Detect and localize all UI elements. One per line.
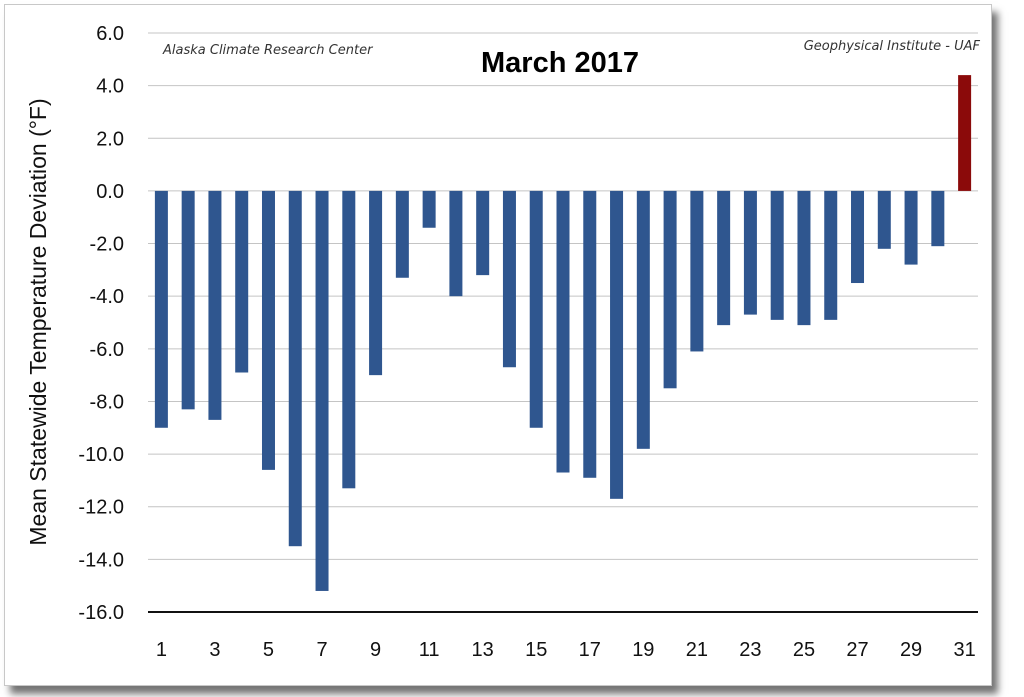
x-tick-label: 29 xyxy=(900,639,922,661)
bar-day-19 xyxy=(636,190,650,449)
bar-day-15 xyxy=(529,190,543,428)
bar-day-13 xyxy=(476,190,490,276)
x-tick-label: 13 xyxy=(472,639,494,661)
bar-day-4 xyxy=(235,190,249,373)
bar-day-14 xyxy=(502,190,516,368)
bar-day-17 xyxy=(583,190,597,478)
bar-day-30 xyxy=(931,190,945,247)
bar-day-26 xyxy=(824,190,838,320)
bar-day-2 xyxy=(181,190,195,410)
chart-title: March 2017 xyxy=(481,47,639,79)
bar-day-20 xyxy=(663,190,677,389)
y-axis-label: Mean Statewide Temperature Deviation (°F… xyxy=(25,98,51,545)
bar-day-16 xyxy=(556,190,570,473)
y-tick-label: -8.0 xyxy=(90,391,124,413)
bar-day-8 xyxy=(342,190,356,489)
x-tick-label: 5 xyxy=(263,639,274,661)
bar-day-24 xyxy=(770,190,784,320)
bar-day-12 xyxy=(449,190,463,297)
bar-day-22 xyxy=(717,190,731,326)
bar-day-21 xyxy=(690,190,704,352)
y-tick-label: -12.0 xyxy=(78,497,124,519)
x-tick-label: 7 xyxy=(316,639,327,661)
y-tick-label: 2.0 xyxy=(96,128,124,150)
bar-day-6 xyxy=(288,190,302,547)
x-tick-label: 27 xyxy=(846,639,868,661)
x-tick-label: 15 xyxy=(525,639,547,661)
x-tick-label: 17 xyxy=(579,639,601,661)
x-tick-label: 3 xyxy=(209,639,220,661)
bar-day-9 xyxy=(369,190,383,376)
bar-day-23 xyxy=(743,190,757,315)
y-tick-label: 0.0 xyxy=(96,181,124,203)
bar-day-7 xyxy=(315,190,329,591)
bar-day-25 xyxy=(797,190,811,326)
bar-day-27 xyxy=(851,190,865,284)
x-tick-label: 31 xyxy=(953,639,975,661)
bar-day-31 xyxy=(958,75,972,191)
x-tick-label: 21 xyxy=(686,639,708,661)
y-tick-label: -14.0 xyxy=(78,549,124,571)
y-tick-label: 6.0 xyxy=(96,23,124,45)
y-tick-labels: 6.0 4.0 2.0 0.0 -2.0 -4.0 -6.0 -8.0 -10.0 -12.0 -1… xyxy=(78,23,124,624)
bar-day-10 xyxy=(395,190,409,278)
x-tick-label: 23 xyxy=(739,639,761,661)
bar-day-29 xyxy=(904,190,918,265)
bar-day-1 xyxy=(154,190,168,428)
y-tick-label: -10.0 xyxy=(78,444,124,466)
credit-right: Geophysical Institute - UAF xyxy=(804,39,981,54)
bar-day-3 xyxy=(208,190,222,420)
y-tick-label: 4.0 xyxy=(96,76,124,98)
x-tick-label: 25 xyxy=(793,639,815,661)
y-tick-label: -6.0 xyxy=(90,339,124,361)
chart-frame xyxy=(4,4,992,686)
x-tick-label: 9 xyxy=(370,639,381,661)
y-tick-label: -4.0 xyxy=(90,286,124,308)
bars xyxy=(154,75,972,591)
y-tick-label: -16.0 xyxy=(78,602,124,624)
x-tick-label: 19 xyxy=(632,639,654,661)
x-tick-labels: 1 3 5 7 9 11 13 15 17 19 21 23 25 27 29 31 xyxy=(156,639,976,661)
x-tick-label: 1 xyxy=(156,639,167,661)
bar-day-28 xyxy=(877,190,891,249)
y-tick-label: -2.0 xyxy=(90,234,124,256)
bar-day-11 xyxy=(422,190,436,228)
x-tick-label: 11 xyxy=(419,639,440,661)
credit-left: Alaska Climate Research Center xyxy=(162,43,374,58)
bar-day-18 xyxy=(610,190,624,499)
bar-day-5 xyxy=(261,190,275,470)
